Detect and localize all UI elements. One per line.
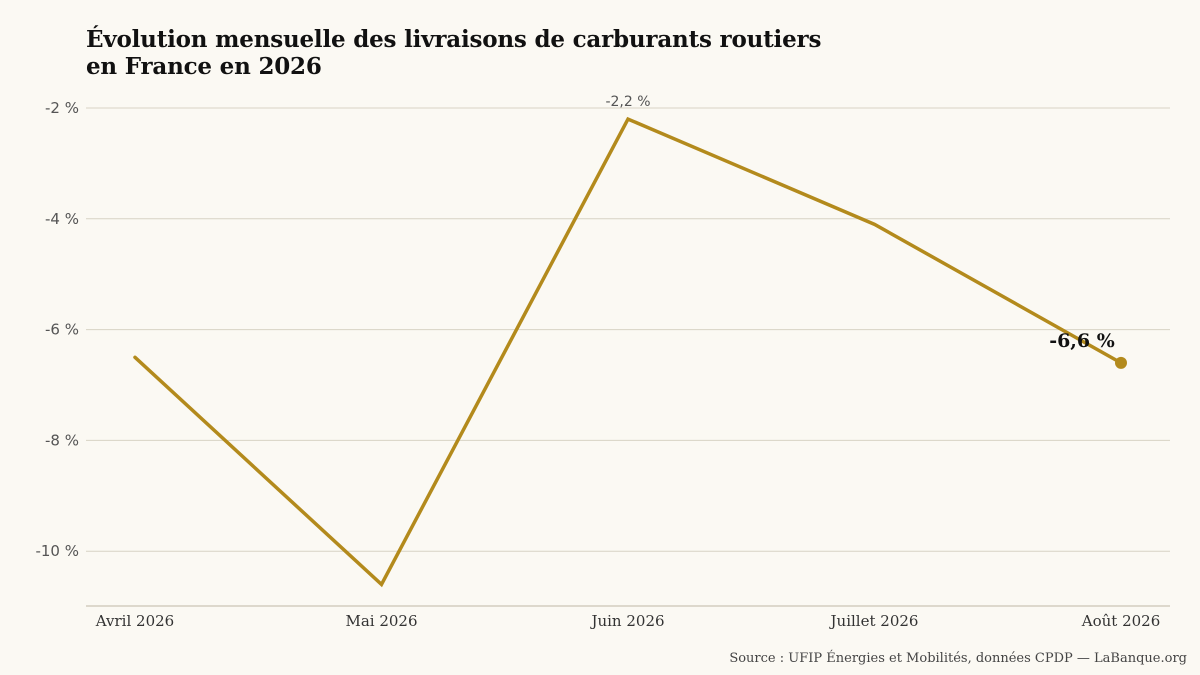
series-layer [132, 116, 1123, 588]
y-axis-ticks: -2 % -4 % -6 % -8 % -10 % [35, 99, 79, 560]
data-label: -2,2 % [605, 94, 650, 110]
x-tick-label: Mai 2026 [345, 612, 417, 630]
y-tick-label: -10 % [35, 542, 79, 560]
data-point [132, 354, 138, 360]
x-tick-label: Avril 2026 [95, 612, 174, 630]
y-tick-label: -8 % [45, 431, 79, 449]
y-tick-label: -6 % [45, 321, 79, 339]
x-tick-label: Juin 2026 [589, 612, 664, 630]
chart-title: Évolution mensuelle des livraisons de ca… [86, 26, 986, 80]
data-point [625, 116, 631, 122]
y-tick-label: -4 % [45, 210, 79, 228]
data-point [379, 581, 385, 587]
grid-lines [86, 107, 1170, 552]
data-point [872, 221, 878, 227]
x-tick-label: Août 2026 [1081, 612, 1161, 630]
chart-title-line-2: en France en 2026 [86, 53, 322, 80]
source-note: Source : UFIP Énergies et Mobilités, don… [729, 651, 1187, 666]
x-tick-label: Juillet 2026 [829, 612, 919, 630]
y-tick-label: -2 % [45, 99, 79, 117]
series-line [133, 116, 1123, 588]
chart-title-line-1: Évolution mensuelle des livraisons de ca… [86, 26, 822, 53]
annotations: -2,2 % -6,6 % [605, 94, 1127, 369]
x-axis-ticks: Avril 2026 Mai 2026 Juin 2026 Juillet 2026 A… [95, 612, 1160, 630]
end-point-marker [1115, 356, 1127, 369]
data-label: -6,6 % [1049, 330, 1115, 352]
